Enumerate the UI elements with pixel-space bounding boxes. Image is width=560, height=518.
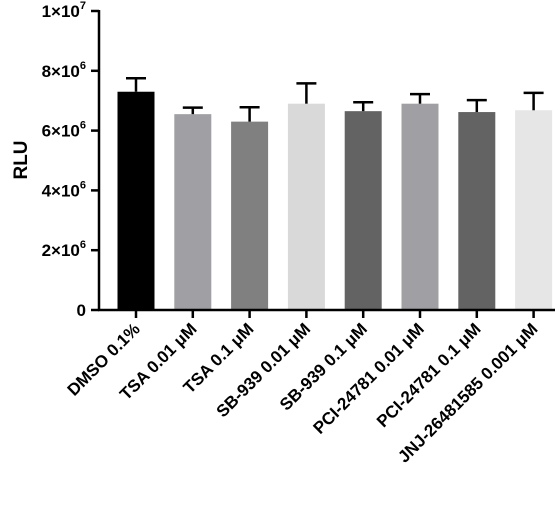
x-category-label: PCI-24781 0.1 μM bbox=[373, 319, 485, 431]
bar bbox=[287, 103, 325, 310]
error-bars-layer bbox=[126, 77, 544, 122]
bar bbox=[458, 112, 496, 310]
bar bbox=[117, 91, 155, 310]
bar bbox=[174, 114, 212, 310]
bar bbox=[515, 110, 553, 310]
y-tick-label: 2×106 bbox=[42, 239, 86, 260]
y-tick-label: 0 bbox=[77, 301, 86, 320]
x-category-label: PCI-24781 0.01 μM bbox=[309, 319, 427, 437]
bar bbox=[344, 111, 382, 310]
bar bbox=[401, 103, 439, 310]
y-tick-label: 1×107 bbox=[42, 0, 86, 21]
y-axis-ticks: 0 2×106 4×106 6×106 8×106 1×107 bbox=[42, 0, 99, 320]
y-axis-title: RLU bbox=[11, 140, 32, 179]
y-tick-label: 8×106 bbox=[42, 60, 86, 81]
x-axis-ticks bbox=[134, 310, 535, 318]
bars-layer bbox=[117, 91, 553, 310]
bar bbox=[231, 121, 269, 310]
y-tick-label: 4×106 bbox=[42, 179, 86, 200]
y-tick-label: 6×106 bbox=[42, 120, 86, 141]
